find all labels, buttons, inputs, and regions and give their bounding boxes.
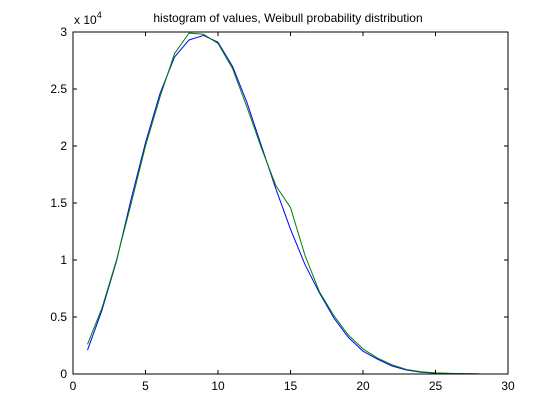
y-tick-label: 0.5 [50, 310, 67, 324]
x-tick-label: 25 [429, 379, 443, 393]
chart-title: histogram of values, Weibull probability… [153, 11, 422, 25]
series-layer [87, 32, 480, 375]
x-tick-label: 15 [284, 379, 298, 393]
y-tick-label: 2 [60, 139, 67, 153]
y-tick-label: 3 [60, 25, 67, 39]
plot-area [73, 32, 508, 374]
y-tick-label: 1 [60, 253, 67, 267]
y-axis-multiplier: x 104 [74, 10, 102, 27]
x-tick-label: 20 [356, 379, 370, 393]
y-axis-multiplier-exponent: 4 [97, 10, 102, 20]
y-tick-label: 2.5 [50, 82, 67, 96]
y-axis-ticks: 0 0.5 1 1.5 2 2.5 3 [50, 25, 508, 381]
y-tick-label: 0 [60, 367, 67, 381]
x-tick-label: 10 [211, 379, 225, 393]
x-tick-label: 5 [142, 379, 149, 393]
x-axis-ticks: 0 5 10 15 20 25 30 [70, 32, 515, 393]
series-line-1 [87, 34, 480, 375]
y-axis-multiplier-base: x 10 [74, 13, 97, 27]
x-tick-label: 0 [70, 379, 77, 393]
x-tick-label: 30 [501, 379, 515, 393]
series-line-2 [87, 32, 480, 375]
y-tick-label: 1.5 [50, 196, 67, 210]
